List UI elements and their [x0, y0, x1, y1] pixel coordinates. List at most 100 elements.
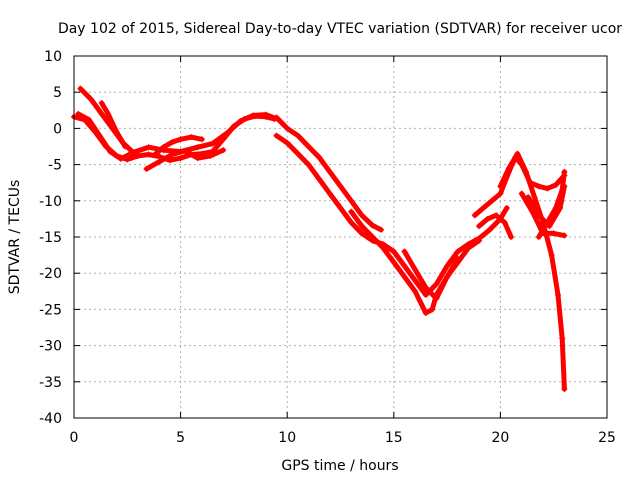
chart-title: Day 102 of 2015, Sidereal Day-to-day VTE…	[58, 21, 622, 37]
data-series	[525, 183, 568, 230]
data-point	[156, 153, 163, 160]
data-point	[348, 208, 355, 215]
data-point	[145, 144, 152, 151]
data-point	[535, 212, 542, 219]
data-point	[561, 183, 568, 190]
data-point	[262, 111, 269, 118]
data-point	[561, 168, 568, 175]
series-trace	[274, 115, 384, 233]
x-tick-label: 20	[491, 430, 509, 446]
data-point	[514, 150, 521, 157]
x-axis-label: GPS time / hours	[281, 458, 398, 474]
data-point	[535, 234, 542, 240]
data-point	[145, 151, 152, 158]
y-tick-label: -40	[39, 411, 62, 427]
data-point	[358, 212, 365, 219]
data-point	[207, 152, 214, 159]
data-point	[316, 154, 323, 161]
data-point	[294, 132, 301, 139]
data-point	[525, 194, 532, 201]
data-point	[476, 237, 483, 244]
data-point	[98, 100, 105, 107]
data-point	[412, 277, 419, 284]
data-point	[454, 248, 461, 255]
data-point	[557, 205, 564, 212]
data-point	[284, 139, 291, 146]
data-point	[412, 266, 419, 273]
data-point	[561, 232, 568, 239]
y-tick-label: -5	[48, 158, 62, 174]
data-point	[433, 295, 440, 302]
data-point	[503, 205, 510, 212]
data-point	[535, 183, 542, 190]
data-point	[181, 147, 188, 154]
data-point	[544, 185, 551, 192]
x-tick-label: 15	[385, 430, 403, 446]
y-tick-label: -10	[39, 194, 62, 210]
data-series	[152, 134, 205, 158]
data-point	[337, 205, 344, 212]
data-point	[117, 155, 124, 162]
data-point	[250, 112, 257, 119]
data-point	[358, 230, 365, 237]
data-point	[305, 143, 312, 150]
data-point	[96, 132, 103, 139]
data-point	[358, 223, 365, 230]
data-point	[169, 139, 176, 146]
data-point	[156, 158, 163, 165]
y-tick-label: -30	[39, 339, 62, 355]
data-point	[169, 151, 176, 158]
data-point	[113, 129, 120, 136]
data-point	[480, 205, 487, 212]
y-tick-label: -25	[39, 302, 62, 318]
data-point	[401, 262, 408, 269]
data-series	[401, 248, 461, 302]
data-point	[429, 306, 436, 313]
data-point	[198, 136, 205, 143]
data-point	[316, 176, 323, 183]
y-tick-label: 5	[53, 85, 62, 101]
series-trace	[75, 111, 282, 162]
data-point	[107, 148, 114, 155]
data-point	[412, 288, 419, 295]
data-point	[177, 136, 184, 143]
data-point	[550, 230, 557, 237]
data-point	[348, 219, 355, 226]
data-point	[561, 386, 568, 393]
data-point	[88, 96, 95, 103]
data-point	[552, 181, 559, 188]
data-series	[476, 212, 515, 240]
data-point	[134, 152, 141, 159]
data-point	[488, 197, 495, 204]
data-point	[401, 273, 408, 280]
y-tick-label: 10	[44, 49, 62, 65]
y-axis-label: SDTVAR / TECUs	[7, 180, 23, 295]
data-point	[326, 190, 333, 197]
series-trace	[99, 100, 128, 149]
data-point	[390, 248, 397, 255]
data-point	[501, 219, 508, 226]
data-point	[444, 273, 451, 280]
data-point	[444, 262, 451, 269]
data-point	[77, 85, 84, 92]
data-point	[484, 215, 491, 222]
data-point	[85, 116, 92, 123]
y-tick-label: -20	[39, 266, 62, 282]
data-point	[454, 255, 461, 262]
data-point	[284, 125, 291, 132]
data-point	[380, 244, 387, 251]
data-point	[422, 310, 429, 317]
data-point	[348, 197, 355, 204]
data-point	[378, 226, 385, 233]
data-point	[522, 168, 529, 175]
data-point	[433, 281, 440, 288]
data-point	[305, 161, 312, 168]
data-point	[220, 147, 227, 154]
data-point	[493, 212, 500, 219]
x-tick-labels: 0 5 10 15 20 25	[70, 430, 616, 446]
data-point	[152, 151, 159, 158]
data-point	[546, 223, 553, 230]
series-trace	[497, 151, 567, 392]
data-point	[471, 212, 478, 219]
